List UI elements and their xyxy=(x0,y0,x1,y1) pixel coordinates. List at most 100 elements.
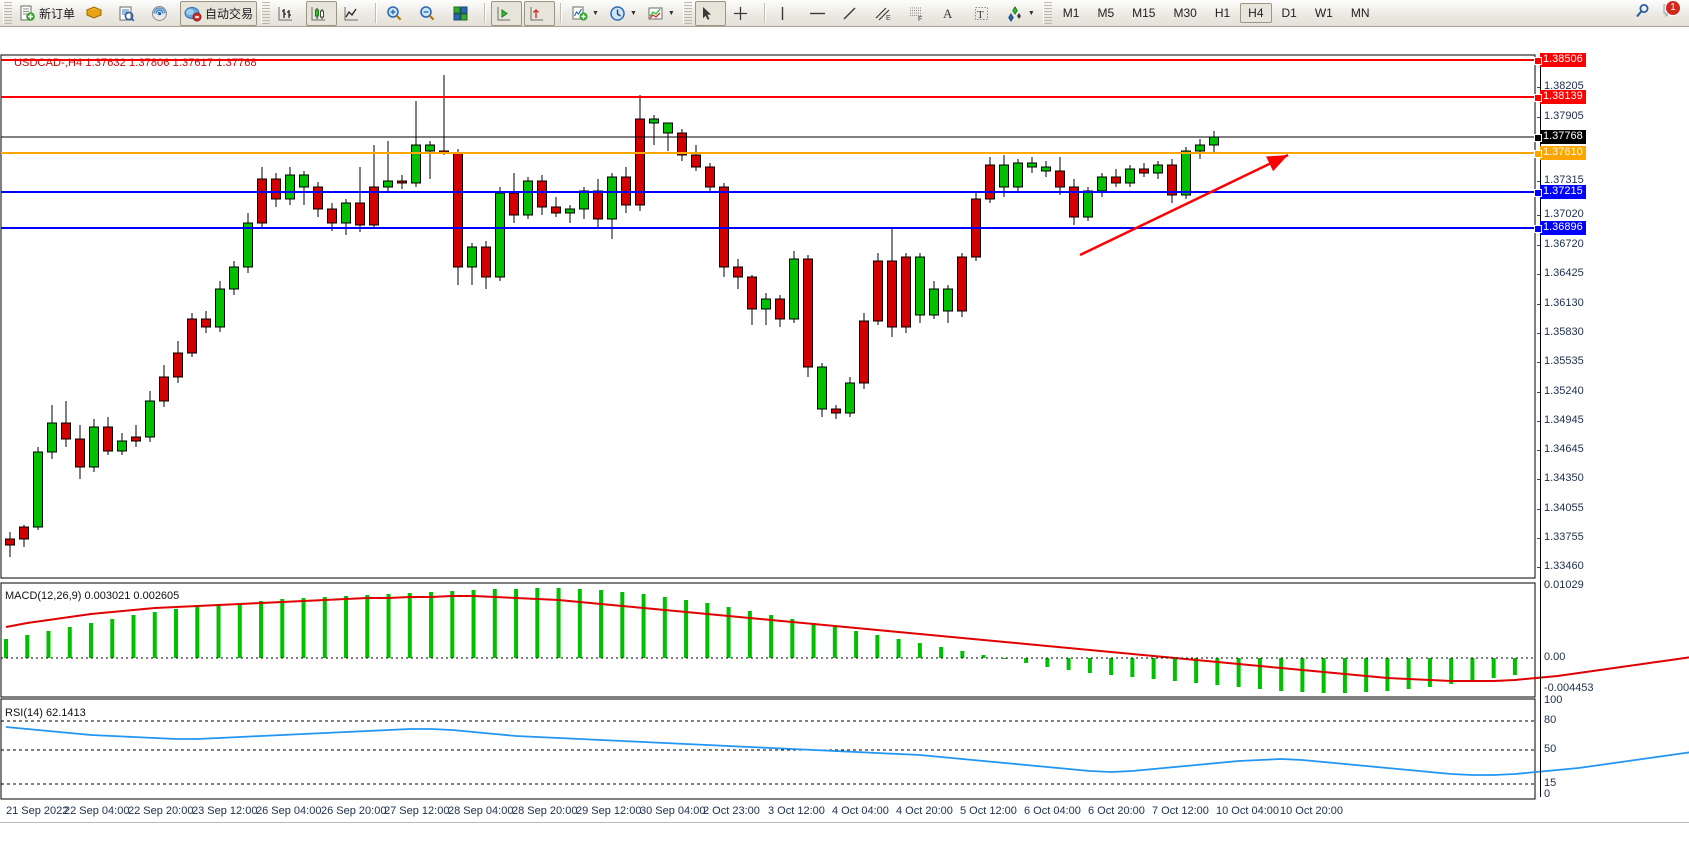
zoom-in-icon xyxy=(386,5,403,22)
chart-area[interactable]: USDCAD-,H4 1.37632 1.37806 1.37617 1.377… xyxy=(0,27,1689,858)
price-tick-label: 1.37905 xyxy=(1544,110,1584,122)
timeframe-m15[interactable]: M15 xyxy=(1132,6,1156,20)
level-handle[interactable] xyxy=(1534,94,1542,102)
hline-icon xyxy=(808,5,827,22)
sub-axis-tick-label: -0.004453 xyxy=(1544,682,1594,694)
periods-button[interactable]: ▼ xyxy=(605,1,641,26)
timeframe-w1[interactable]: W1 xyxy=(1314,6,1333,20)
price-tick-mark xyxy=(1537,304,1541,305)
timeframe-m30[interactable]: M30 xyxy=(1173,6,1197,20)
price-tick-label: 1.33755 xyxy=(1544,531,1584,543)
price-tick-label: 1.37020 xyxy=(1544,208,1584,220)
time-tick-label: 5 Oct 12:00 xyxy=(960,805,1017,817)
toolbar-grip-3[interactable] xyxy=(682,2,692,24)
timeframe-m5[interactable]: M5 xyxy=(1097,6,1115,20)
zoom-out-icon xyxy=(419,5,436,22)
toolbar-separator-3 xyxy=(560,3,563,23)
shapes-button[interactable]: ▼ xyxy=(1002,1,1039,26)
periods-caret-icon[interactable]: ▼ xyxy=(629,9,637,17)
text-label-icon: T xyxy=(973,5,990,22)
text-label-button[interactable]: T xyxy=(969,1,1000,26)
macd-indicator-label: MACD(12,26,9) 0.003021 0.002605 xyxy=(5,590,180,602)
timeframe-d1[interactable]: D1 xyxy=(1281,6,1297,20)
level-handle[interactable] xyxy=(1534,150,1542,158)
shapes-icon xyxy=(1006,5,1024,22)
rsi-indicator-label: RSI(14) 62.1413 xyxy=(5,707,86,719)
svg-text:A: A xyxy=(943,6,953,21)
sub-axis-tick-label: 50 xyxy=(1544,743,1557,755)
bar-chart-button[interactable] xyxy=(273,1,304,26)
zoom-in-button[interactable] xyxy=(382,1,413,26)
price-tick-mark xyxy=(1537,421,1541,422)
sub-axis-tick-label: 15 xyxy=(1544,777,1557,789)
level-handle[interactable] xyxy=(1534,225,1542,233)
price-tick-mark xyxy=(1537,479,1541,480)
book-button[interactable] xyxy=(81,1,112,26)
text-icon: A xyxy=(940,5,955,22)
shapes-caret-icon[interactable]: ▼ xyxy=(1027,9,1035,17)
zoom-out-button[interactable] xyxy=(415,1,446,26)
indicators-caret-icon[interactable]: ▼ xyxy=(592,9,599,17)
fibo-icon: F xyxy=(907,5,926,22)
chart-canvas[interactable] xyxy=(0,27,1689,858)
price-tag: 1.38506 xyxy=(1540,53,1586,67)
time-tick-label: 3 Oct 12:00 xyxy=(768,805,825,817)
templates-button[interactable]: ▼ xyxy=(643,1,679,26)
alerts-button[interactable]: 1 xyxy=(1661,0,1683,20)
fibo-button[interactable]: F xyxy=(903,1,934,26)
price-tick-label: 1.34645 xyxy=(1544,443,1584,455)
indicators-button[interactable]: ▼ xyxy=(567,1,603,26)
text-button[interactable]: A xyxy=(936,1,967,26)
price-tick-mark xyxy=(1537,245,1541,246)
new-order-icon xyxy=(19,5,36,22)
level-handle[interactable] xyxy=(1534,189,1542,197)
print-preview-button[interactable] xyxy=(114,1,145,26)
candlestick-chart-button[interactable] xyxy=(306,0,338,26)
vline-icon xyxy=(775,5,790,22)
tile-windows-button[interactable] xyxy=(448,1,479,26)
timeframe-m1[interactable]: M1 xyxy=(1062,6,1080,20)
time-tick-label: 29 Sep 12:00 xyxy=(576,805,642,817)
crosshair-button[interactable] xyxy=(728,1,759,26)
cursor-button[interactable] xyxy=(694,0,726,26)
indicators-icon xyxy=(571,5,588,22)
templates-caret-icon[interactable]: ▼ xyxy=(667,9,675,17)
vline-button[interactable] xyxy=(771,1,802,26)
time-tick-label: 28 Sep 20:00 xyxy=(512,805,578,817)
main-toolbar: 新订单 xyxy=(0,0,1689,27)
new-order-button[interactable]: 新订单 xyxy=(15,1,79,26)
price-tick-mark xyxy=(1537,362,1541,363)
symbol-info-label: USDCAD-,H4 1.37632 1.37806 1.37617 1.377… xyxy=(14,57,257,69)
toolbar-grip-1[interactable] xyxy=(3,2,12,24)
periods-icon xyxy=(609,5,626,22)
time-tick-label: 10 Oct 04:00 xyxy=(1216,805,1279,817)
equidistant-channel-button[interactable]: E xyxy=(870,1,901,26)
time-tick-label: 7 Oct 12:00 xyxy=(1152,805,1209,817)
timeframe-h4[interactable]: H4 xyxy=(1240,3,1272,23)
price-tick-mark xyxy=(1537,117,1541,118)
sub-axis-tick-label: 0.01029 xyxy=(1544,579,1584,591)
time-tick-label: 4 Oct 04:00 xyxy=(832,805,889,817)
level-handle[interactable] xyxy=(1534,57,1542,65)
signal-button[interactable] xyxy=(147,1,178,26)
timeframe-mn[interactable]: MN xyxy=(1350,6,1370,20)
search-icon[interactable] xyxy=(1633,2,1651,20)
line-chart-button[interactable] xyxy=(339,1,370,26)
trendline-button[interactable] xyxy=(837,1,868,26)
price-tick-label: 1.38205 xyxy=(1544,80,1584,92)
shift-end-button[interactable] xyxy=(491,0,523,26)
auto-scroll-button[interactable] xyxy=(524,0,556,26)
line-chart-icon xyxy=(343,5,360,22)
hline-button[interactable] xyxy=(804,1,835,26)
print-preview-icon xyxy=(118,5,135,22)
timeframe-h1[interactable]: H1 xyxy=(1214,6,1231,20)
level-handle[interactable] xyxy=(1534,134,1542,142)
price-tick-label: 1.34055 xyxy=(1544,502,1584,514)
time-tick-label: 23 Sep 12:00 xyxy=(192,805,258,817)
toolbar-separator-2 xyxy=(484,3,487,23)
autotrading-button[interactable]: 自动交易 xyxy=(180,0,258,26)
svg-text:F: F xyxy=(918,16,922,22)
price-tag: 1.36896 xyxy=(1540,221,1586,235)
toolbar-grip-2[interactable] xyxy=(261,2,271,24)
toolbar-grip-4[interactable] xyxy=(1042,2,1052,24)
